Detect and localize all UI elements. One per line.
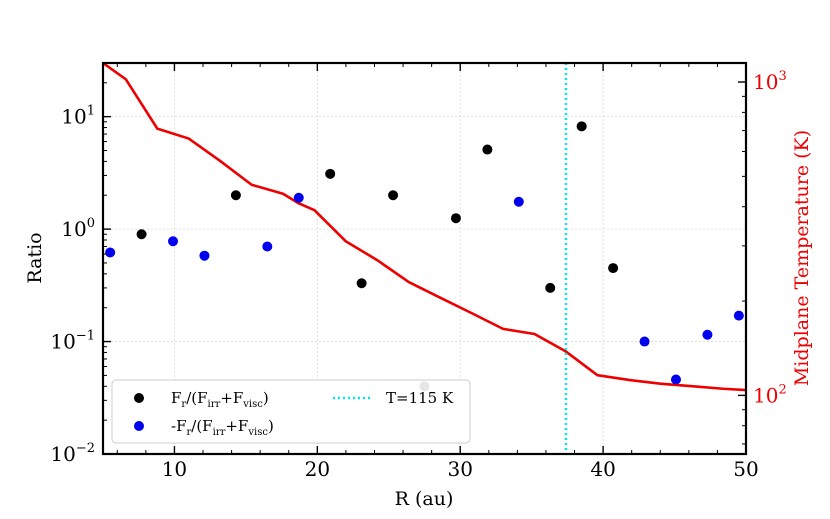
y-tick-base: 10 [50,442,75,466]
legend-box [111,379,471,444]
y-tick-base: 10 [61,105,86,129]
neg-ratio-point [293,192,304,203]
x-tick-label: 40 [590,457,615,481]
y-tick-exp: −2 [76,441,95,456]
legend-label-threshold: T=115 K [386,389,454,407]
y2-axis-label: Midplane Temperature (K) [791,130,813,386]
y2-tick-label: 103 [753,69,787,94]
neg-ratio-point [105,247,116,258]
y-axis-label: Ratio [24,232,46,283]
y2-tick-exp: 3 [778,69,786,84]
y-tick-label: 100 [61,216,95,241]
y-tick-exp: −1 [76,329,95,344]
y-tick-base: 10 [50,330,75,354]
legend-marker-neg-ratio [134,421,144,431]
y-tick-base: 10 [61,217,86,241]
neg-ratio-point [733,310,744,321]
neg-ratio-point [168,236,179,247]
x-tick-label: 30 [447,457,472,481]
ratio-point [325,168,336,179]
y-tick-label: 10−2 [50,441,95,466]
neg-ratio-point [513,196,524,207]
ratio-point [136,229,147,240]
x-axis-label: R (au) [395,488,454,510]
y-tick-exp: 1 [87,104,95,119]
x-tick-label: 20 [305,457,330,481]
x-tick-label: 10 [162,457,187,481]
temperature-layer [102,61,747,392]
plot-frame [101,61,748,456]
neg-ratio-point [639,336,650,347]
ratio-point [576,121,587,132]
ratio-point [482,144,493,155]
ratio-point [230,190,241,201]
legend-label-neg-ratio: -Fr/(Firr+Fvisc) [171,417,274,438]
ratio-point [450,213,461,224]
neg-ratio-point [262,241,273,252]
y2-tick-label: 102 [753,382,787,407]
neg-ratio-point [670,374,681,385]
y2-tick-base: 10 [753,383,778,407]
y-tick-exp: 0 [87,216,95,231]
ratio-point [388,190,399,201]
legend-label-ratio: Fr/(Firr+Fvisc) [171,389,269,410]
y-tick-label: 10−1 [50,329,95,354]
ratio-point [545,282,556,293]
x-tick-label: 50 [733,457,758,481]
y2-tick-base: 10 [753,70,778,94]
y2-tick-exp: 2 [778,382,786,397]
temperature-line [102,61,747,392]
legend-marker-ratio [134,393,144,403]
points-layer [105,121,744,392]
legend: Fr/(Firr+Fvisc) -Fr/(Firr+Fvisc) T=115 K [111,379,471,444]
ratio-point [356,278,367,289]
ratio-point [608,263,619,274]
ticks [103,62,747,455]
neg-ratio-point [199,250,210,261]
neg-ratio-point [702,329,713,340]
y-tick-label: 101 [61,104,95,129]
